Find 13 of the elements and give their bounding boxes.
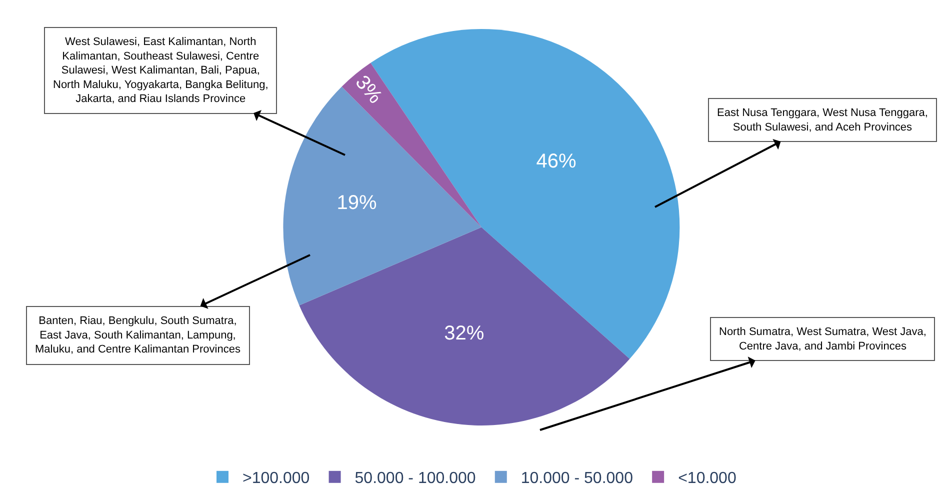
data-label: 3%	[350, 72, 386, 108]
pie-slice	[299, 227, 630, 426]
legend-label: >100.000	[242, 470, 310, 488]
data-label: 32%	[444, 322, 484, 344]
text: North Sumatra, West Sumatra, West Java, Centre Java, and Jambi Provinces	[719, 326, 926, 352]
data-label: 46%	[536, 150, 576, 173]
legend-label: 10.000 - 50.000	[520, 470, 634, 488]
text: West Sulawesi, East Kalimantan, North Kalimantan, Southeast Sulawesi, Centre Sulawesi, West Kalimantan, Bali, Papua, North Maluku, Yogyakarta, Bangka Belitung, Jakarta, and Riau Islands Province	[53, 36, 268, 106]
text: East Nusa Tenggara, West Nusa Tenggara, South Sulawesi, and Aceh Provinces	[717, 107, 928, 134]
legend-label: 50.000 - 100.000	[354, 470, 476, 488]
data-label: 19%	[336, 192, 377, 214]
legend-label: <10.000	[678, 470, 736, 488]
text: Banten, Riau, Bengkulu, South Sumatra, East Java, South Kalimantan, Lampung, Maluku, and Centre Kalimantan Provinces	[35, 315, 241, 356]
